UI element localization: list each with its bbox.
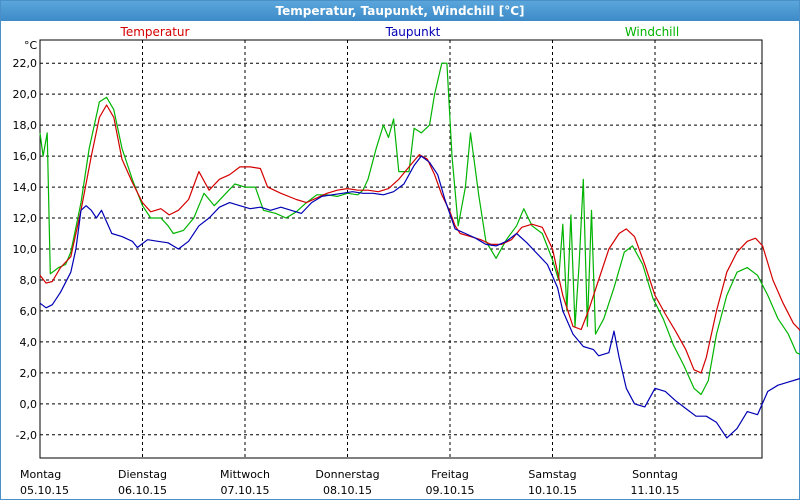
x-tick-date: 09.10.15 <box>426 484 475 497</box>
series-lines <box>39 62 800 439</box>
y-axis-unit: °C <box>24 39 38 52</box>
x-tick-date: 07.10.15 <box>221 484 270 497</box>
legend-entry: Temperatur <box>120 25 190 39</box>
x-tick-day: Sonntag <box>632 468 678 481</box>
plot-frame <box>39 39 763 459</box>
series-line-temperatur <box>39 104 800 374</box>
y-tick-label: 6,0 <box>20 305 38 318</box>
x-tick-day: Freitag <box>431 468 469 481</box>
y-tick-label: 22,0 <box>13 57 38 70</box>
legend-entry: Windchill <box>625 25 679 39</box>
x-tick-date: 06.10.15 <box>118 484 167 497</box>
y-tick-label: 4,0 <box>20 336 38 349</box>
y-tick-labels: 22,0 20,0 18,0 16,0 14,0 12,0 10,0 8,0 6,0 4,0 2,0… <box>13 57 38 442</box>
y-tick-label: 12,0 <box>13 212 38 225</box>
y-tick-label: 2,0 <box>20 367 38 380</box>
y-tick-label: -2,0 <box>16 429 37 442</box>
grid-lines <box>40 40 762 458</box>
y-tick-label: 10,0 <box>13 243 38 256</box>
legend: Temperatur Taupunkt Windchill <box>120 25 680 39</box>
x-tick-day: Donnerstag <box>315 468 379 481</box>
y-tick-label: 8,0 <box>20 274 38 287</box>
x-tick-labels: Montag 05.10.15 Dienstag 06.10.15 Mittwoch 07… <box>20 468 679 497</box>
y-tick-label: 14,0 <box>13 181 38 194</box>
x-tick-date: 10.10.15 <box>528 484 577 497</box>
x-tick-day: Mittwoch <box>220 468 270 481</box>
series-line-windchill <box>39 62 800 396</box>
x-tick-day: Montag <box>20 468 61 481</box>
y-tick-label: 20,0 <box>13 88 38 101</box>
window-title: Temperatur, Taupunkt, Windchill [°C] <box>1 1 799 21</box>
x-tick-date: 08.10.15 <box>323 484 372 497</box>
x-tick-day: Samstag <box>528 468 576 481</box>
y-tick-label: 16,0 <box>13 150 38 163</box>
y-tick-label: 18,0 <box>13 119 38 132</box>
legend-entry: Taupunkt <box>385 25 441 39</box>
x-tick-day: Dienstag <box>118 468 167 481</box>
x-tick-date: 05.10.15 <box>20 484 69 497</box>
series-line-taupunkt <box>39 155 800 439</box>
x-tick-date: 11.10.15 <box>631 484 680 497</box>
y-tick-label: 0,0 <box>20 398 38 411</box>
